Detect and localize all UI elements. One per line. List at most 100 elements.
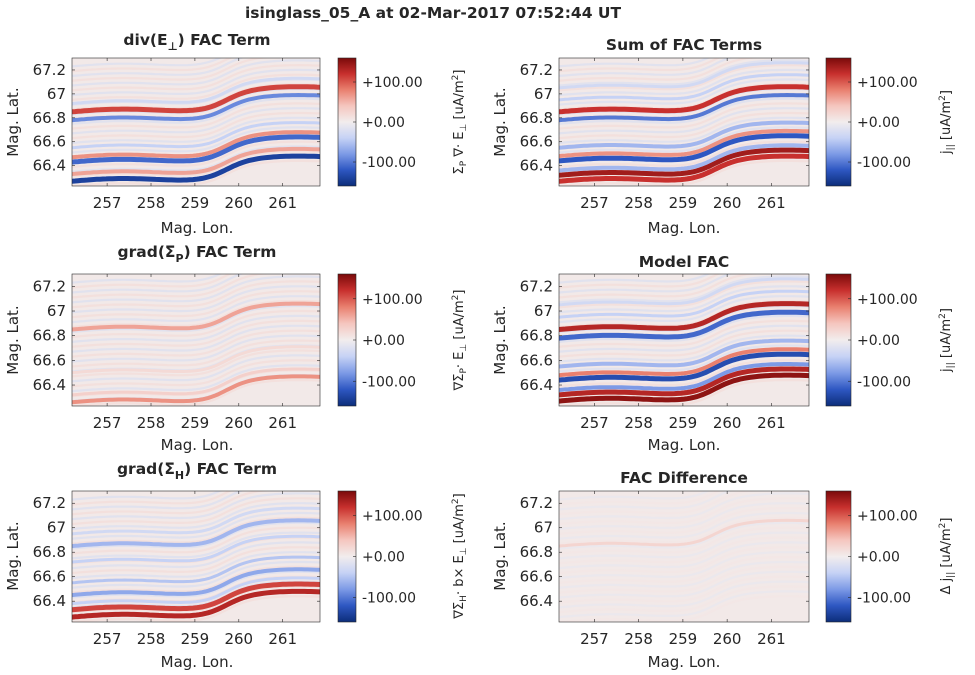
colorbar-label: Δ j|| [uA/m2] [938,518,956,595]
heatmap-band [72,367,320,397]
colorbar-label: ΣP ∇· E⊥ [uA/m2] [451,69,469,174]
axes-frame [71,57,321,187]
y-tick-label: 66.8 [33,109,66,127]
y-tick-label: 66.4 [520,157,553,175]
heatmap-band [559,84,809,115]
colorbar-tick-label: +0.00 [857,550,900,566]
heatmap-striation [559,546,809,575]
heatmap-striation [559,491,757,516]
heatmap-striation [72,58,244,77]
heatmap-striation [72,526,320,555]
heatmap-striation [72,63,320,92]
heatmap [559,58,809,186]
axes-frame [558,273,810,407]
heatmap-striation [72,274,244,294]
heatmap-striation [72,145,320,173]
colorbar-tick-label: +0.00 [857,333,900,349]
heatmap-striation [559,58,757,82]
x-tick-label: 257 [93,194,122,212]
heatmap-striation [559,274,721,289]
heatmap-striation [559,324,809,353]
panel-title: Sum of FAC Terms [606,36,762,54]
colorbar-tick-label: +100.00 [362,509,423,525]
heatmap-striation [72,497,320,526]
heatmap-band [559,61,809,90]
y-tick-label: 66.4 [520,592,553,610]
heatmap-striation [72,116,320,144]
heatmap-striation [559,565,809,594]
heatmap-band [72,130,320,160]
heatmap-striation [72,314,320,343]
colorbar-tick-label: +0.00 [362,550,405,566]
heatmap-striation [559,497,809,526]
heatmap-striation [72,274,223,284]
y-tick-label: 66.8 [33,327,66,345]
heatmap-striation [559,580,809,609]
heatmap-striation [559,595,809,622]
heatmap-striation [559,111,809,140]
heatmap-striation [72,111,320,140]
x-tick-label: 260 [224,630,253,648]
x-tick-label: 261 [268,414,297,432]
y-tick-label: 66.6 [520,351,553,369]
heatmap-striation [72,58,223,68]
colorbar-label: j|| [uA/m2] [938,308,956,373]
heatmap-striation [72,570,320,599]
y-tick-label: 67 [47,85,66,103]
heatmap-band [559,143,809,173]
colorbar-tick-label: -100.00 [857,374,911,390]
heatmap-striation [72,150,320,178]
heatmap-striation [72,290,320,319]
y-tick-label: 66.6 [33,351,66,369]
colorbar-label: j|| [uA/m2] [938,90,956,155]
heatmap-striation [559,140,809,168]
heatmap-striation [559,274,711,284]
y-tick-label: 66.4 [33,157,66,175]
x-tick-label: 258 [624,414,653,432]
heatmap-band [72,153,320,184]
heatmap-striation [559,379,809,406]
heatmap [559,491,809,622]
heatmap-band [72,92,320,123]
heatmap-striation [559,492,809,521]
y-axis-label: Mag. Lat. [491,305,509,374]
x-tick-label: 259 [669,194,698,212]
colorbar-tick-label: +0.00 [857,115,900,131]
heatmap-striation [72,73,320,101]
heatmap-striation [559,531,809,560]
x-axis-label: Mag. Lon. [161,436,234,454]
heatmap-striation [72,349,320,378]
heatmap-band [559,120,809,150]
heatmap-band [72,146,320,176]
x-axis-label: Mag. Lon. [648,653,721,671]
heatmap-striation [72,102,320,130]
x-tick-label: 258 [624,630,653,648]
colorbar-tick-label: +0.00 [362,115,405,131]
colorbar-tick-label: +100.00 [362,292,423,308]
heatmap-band [72,555,320,585]
axes-frame [71,273,321,407]
x-tick-label: 261 [268,630,297,648]
heatmap-striation [559,491,721,506]
heatmap-striation [72,560,320,589]
panel-title: FAC Difference [620,469,748,487]
heatmap-striation [559,502,809,531]
x-tick-label: 261 [757,194,786,212]
heatmap-band [72,506,320,536]
colorbar-tick-label: -100.00 [362,590,416,606]
heatmap-striation [72,309,320,338]
heatmap-striation [72,492,320,521]
panel-grad-sigma-p-fac-term: grad(ΣP) FAC Term Mag. Lon. Mag. Lat. ∇Σ… [4,243,469,454]
heatmap-striation [72,159,320,186]
heatmap-band [559,92,809,123]
heatmap-band [559,351,809,383]
x-tick-label: 260 [713,414,742,432]
heatmap-striation [72,107,320,135]
x-tick-label: 258 [137,630,166,648]
heatmap-striation [72,379,320,406]
y-axis-label: Mag. Lat. [4,521,22,590]
heatmap-band [559,366,809,398]
y-tick-label: 66.4 [520,376,553,394]
heatmap-striation [72,58,233,73]
y-tick-label: 66.8 [520,327,553,345]
